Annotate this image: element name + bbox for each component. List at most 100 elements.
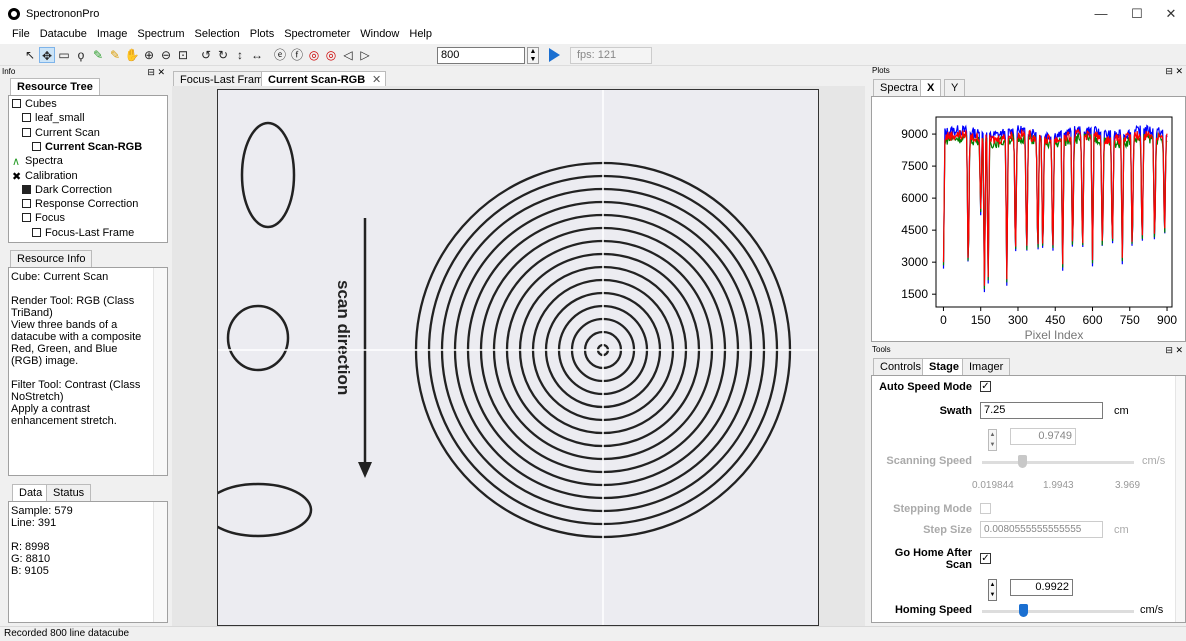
resource-info-scrollbar[interactable] (153, 268, 167, 475)
homing-speed-slider-track[interactable] (982, 610, 1134, 613)
e-circle-icon[interactable]: ⓔ (273, 48, 286, 62)
zoom-out-icon[interactable]: ⊖ (160, 48, 172, 62)
scan-speed-slider-track[interactable] (982, 461, 1134, 464)
lasso-icon[interactable]: ϙ (77, 48, 85, 62)
magic-wand-icon[interactable]: ✎ (92, 48, 104, 62)
tree-item-label: Calibration (25, 169, 78, 182)
homing-speed-stepper[interactable]: ▲ ▼ (988, 579, 997, 601)
rotate-ccw-icon[interactable]: ↺ (200, 48, 212, 62)
tab-stage[interactable]: Stage (922, 358, 966, 376)
flip-vertical-icon[interactable]: ↕ (237, 48, 243, 62)
tree-item[interactable]: Current Scan-RGB (32, 141, 142, 153)
spectral-wand-icon[interactable]: ✎ (109, 48, 121, 62)
tree-item[interactable]: Dark Correction (22, 184, 112, 196)
info-line: Line: 391 (11, 517, 57, 529)
menu-plots[interactable]: Plots (249, 28, 275, 40)
play-icon[interactable] (549, 48, 560, 62)
tab-x[interactable]: X (920, 79, 942, 97)
plots-dock-close-icon[interactable]: ⊟ ✕ (1165, 66, 1183, 76)
y-tick-label: 7500 (901, 159, 928, 173)
pan-hand-icon[interactable]: ✋ (124, 48, 140, 62)
menu-file[interactable]: File (12, 28, 30, 40)
image-icon (32, 141, 41, 151)
x-tick-label: 600 (1082, 313, 1102, 327)
flip-horizontal-icon[interactable]: ↔ (251, 48, 263, 62)
menu-help[interactable]: Help (409, 28, 432, 40)
zoom-fit-icon[interactable]: ⊡ (177, 48, 189, 62)
cube-icon (22, 199, 31, 209)
tab-controls[interactable]: Controls (873, 358, 928, 375)
tree-item[interactable]: Response Correction (22, 198, 138, 210)
focus-icon (22, 213, 31, 223)
go-home-checkbox[interactable]: ✓ (980, 553, 991, 564)
x-tick-label: 300 (1008, 313, 1028, 327)
target-check-icon[interactable]: ◎ (308, 48, 320, 62)
scan-speed-input[interactable]: 0.9749 (1010, 428, 1076, 445)
homing-speed-unit: cm/s (1140, 604, 1164, 616)
tab-current-scan-rgb[interactable]: Current Scan-RGB ✕ (261, 71, 387, 89)
tree-item[interactable]: Focus-Last Frame (32, 227, 134, 239)
spectrum-chart[interactable]: 1500 3000 4500 6000 7500 9000 0 150 300 450 600 750… (872, 97, 1185, 342)
tab-close-icon[interactable]: ✕ (371, 74, 382, 86)
tab-data[interactable]: Data (12, 484, 50, 502)
info-dock-header: Info ⊟ ✕ (0, 67, 168, 77)
auto-speed-checkbox[interactable]: ✓ (980, 381, 991, 392)
tab-spectra[interactable]: Spectra (873, 79, 925, 96)
pointer-tool-icon[interactable]: ↖ (24, 48, 36, 62)
data-scrollbar[interactable] (153, 502, 167, 622)
minimize-button[interactable]: — (1094, 6, 1108, 21)
tree-item[interactable]: leaf_small (22, 112, 85, 124)
dock-close-icon[interactable]: ⊟ ✕ (147, 67, 165, 77)
tree-item-label: leaf_small (35, 112, 85, 125)
menu-selection[interactable]: Selection (194, 28, 240, 40)
tab-status[interactable]: Status (46, 484, 92, 501)
frame-count-stepper[interactable]: ▲ ▼ (527, 47, 539, 64)
tools-dock-close-icon[interactable]: ⊟ ✕ (1165, 345, 1183, 355)
tree-item[interactable]: ∧ Spectra (12, 155, 63, 168)
close-window-button[interactable]: ✕ (1165, 6, 1177, 21)
next-frame-icon[interactable]: ▷ (360, 48, 370, 62)
rect-select-icon[interactable]: ▭ (58, 48, 70, 62)
tools-scrollbar[interactable] (1175, 376, 1185, 622)
tab-resource-tree[interactable]: Resource Tree (10, 78, 100, 96)
plots-dock-header: Plots ⊟ ✕ (870, 66, 1186, 76)
info-line: Apply a contrast enhancement stretch. (11, 403, 117, 427)
menu-window[interactable]: Window (360, 28, 400, 40)
frame-count-input[interactable]: 800 (437, 47, 525, 64)
target-check-alt-icon[interactable]: ◎ (325, 48, 337, 62)
dark-cube-icon (22, 184, 31, 194)
scan-speed-slider-thumb[interactable] (1017, 455, 1027, 468)
tree-item[interactable]: Focus (22, 212, 65, 224)
f-circle-icon[interactable]: ⓕ (290, 48, 303, 62)
go-home-label-2: Scan (945, 559, 972, 571)
cube-icon (22, 113, 31, 123)
tree-item[interactable]: Current Scan (22, 127, 100, 139)
menu-spectrometer[interactable]: Spectrometer (284, 28, 351, 40)
tab-imager[interactable]: Imager (962, 358, 1011, 375)
step-size-input[interactable]: 0.0080555555555555 (980, 521, 1103, 538)
tree-item[interactable]: ✖ Calibration (12, 169, 78, 183)
menu-spectrum[interactable]: Spectrum (137, 28, 185, 40)
crosshair-tool-icon[interactable]: ✥ (39, 47, 55, 63)
scan-speed-label: Scanning Speed (886, 455, 972, 467)
menu-image[interactable]: Image (96, 28, 128, 40)
data-panel: Sample: 579 Line: 391 R: 8998 G: 8810 B: 91… (8, 501, 168, 623)
maximize-button[interactable]: ☐ (1131, 6, 1143, 21)
prev-frame-icon[interactable]: ◁ (343, 48, 353, 62)
tab-resource-info[interactable]: Resource Info (10, 250, 93, 267)
scan-speed-max: 3.969 (1115, 480, 1141, 491)
homing-speed-slider-thumb[interactable] (1019, 604, 1028, 617)
tab-focus-last-frame[interactable]: Focus-Last Frame (173, 71, 277, 88)
swath-input[interactable]: 7.25 (980, 402, 1103, 419)
rotate-cw-icon[interactable]: ↻ (217, 48, 229, 62)
menu-datacube[interactable]: Datacube (39, 28, 87, 40)
homing-speed-input[interactable]: 0.9922 (1010, 579, 1073, 596)
stepping-mode-checkbox[interactable] (980, 503, 991, 514)
resource-info-panel: Cube: Current Scan Render Tool: RGB (Cla… (8, 267, 168, 476)
scan-image-canvas[interactable]: scan direction (203, 89, 819, 626)
zoom-in-icon[interactable]: ⊕ (143, 48, 155, 62)
resource-tree: Cubes leaf_small Current Scan Current Scan-… (8, 95, 168, 243)
tab-y[interactable]: Y (944, 79, 966, 96)
scan-speed-stepper[interactable]: ▲ ▼ (988, 429, 997, 451)
tree-item[interactable]: Cubes (12, 98, 57, 110)
